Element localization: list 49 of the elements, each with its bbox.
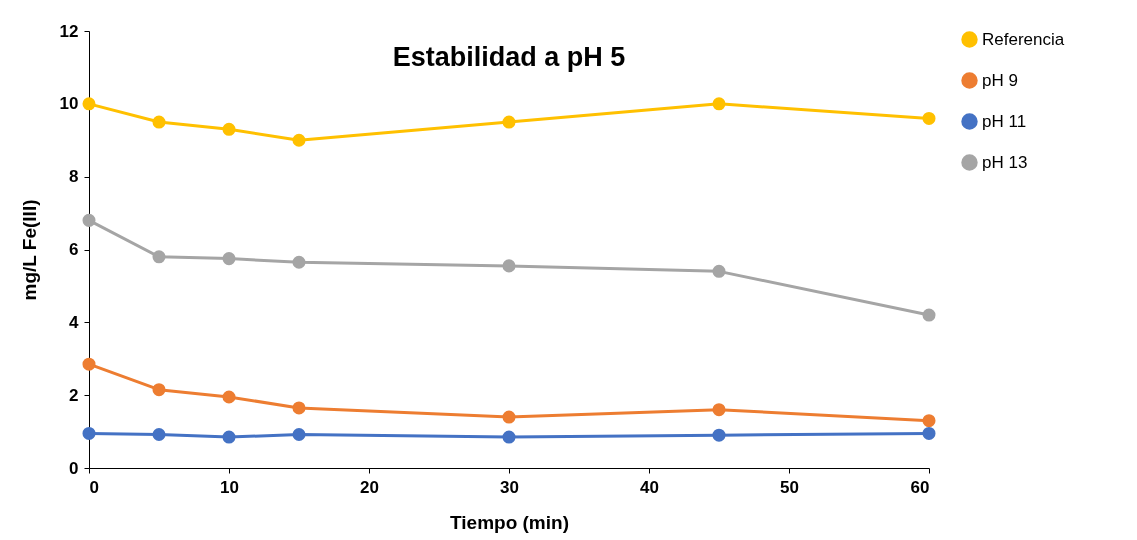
y-tick-label: 0 [69,458,79,478]
point [292,255,306,269]
point [922,111,936,125]
y-tick-label: 2 [69,385,79,405]
point [922,414,936,428]
point [292,401,306,415]
y-tick-label: 10 [59,94,79,114]
point [712,264,726,278]
point [502,410,516,424]
x-tick-label: 0 [89,477,99,497]
chart-title: Estabilidad a pH 5 [392,42,626,72]
x-tick-label: 10 [220,477,239,497]
legend-label: pH 13 [982,152,1028,172]
point [712,97,726,111]
point [502,430,516,444]
y-axis-title: mg/L Fe(III) [18,199,40,301]
x-tick-label: 20 [360,477,379,497]
x-tick-label: 30 [500,477,519,497]
point [152,427,166,441]
y-tick-label: 8 [69,167,79,187]
point [82,213,96,227]
point [712,403,726,417]
y-tick-label: 6 [69,240,79,259]
point [222,390,236,404]
point [712,428,726,442]
point [152,383,166,397]
x-tick-label: 50 [780,477,799,497]
point [82,97,96,111]
point [152,115,166,129]
y-tick-label: 4 [69,312,80,332]
point [222,252,236,266]
legend-label: Referencia [982,29,1065,49]
x-tick-label: 60 [910,477,930,497]
x-tick-label: 40 [640,477,659,497]
point [222,430,236,444]
point [152,250,166,264]
y-tick-label: 12 [59,21,79,41]
point [222,122,236,136]
point [292,133,306,147]
point [922,426,936,440]
point [82,426,96,440]
point [502,259,516,273]
point [922,308,936,322]
legend-label: pH 9 [982,70,1018,90]
point [292,427,306,441]
point [82,357,96,371]
point [502,115,516,129]
legend-label: pH 11 [982,111,1027,131]
x-axis-title: Tiempo (min) [450,511,569,533]
